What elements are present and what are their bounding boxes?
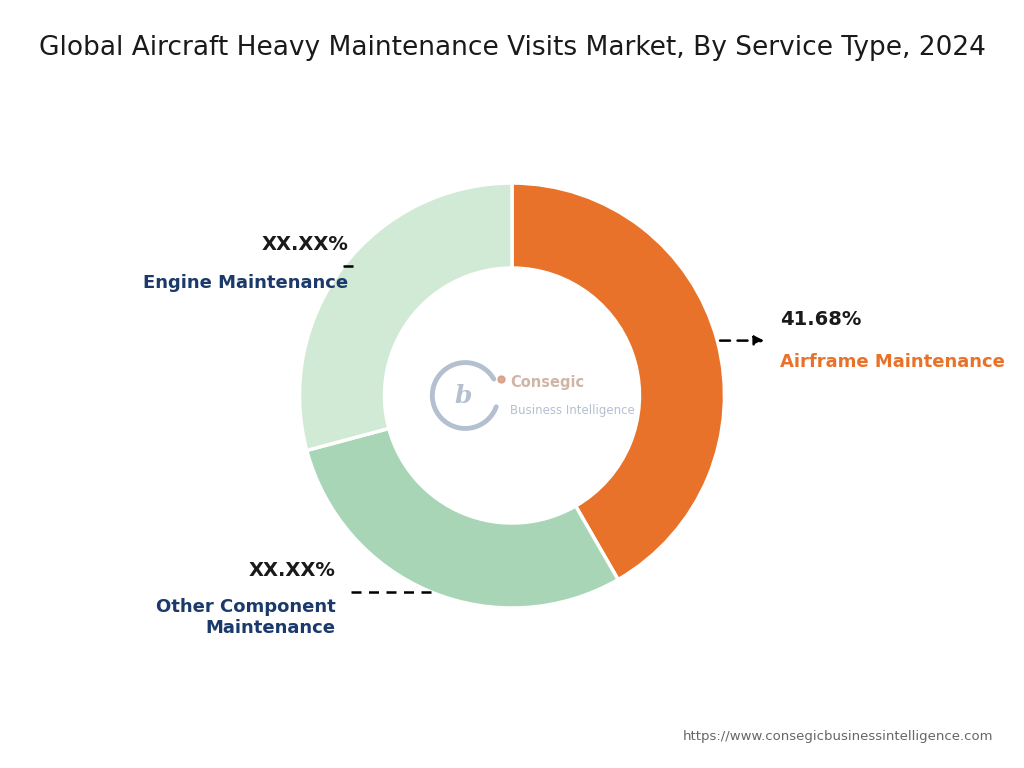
Wedge shape <box>512 183 724 580</box>
Text: Consegic: Consegic <box>510 376 584 390</box>
Text: Business Intelligence: Business Intelligence <box>510 404 635 417</box>
Wedge shape <box>300 183 512 450</box>
Text: XX.XX%: XX.XX% <box>261 235 348 254</box>
Text: Engine Maintenance: Engine Maintenance <box>143 274 348 292</box>
Text: XX.XX%: XX.XX% <box>249 561 336 580</box>
Text: b: b <box>455 383 472 408</box>
Text: 41.68%: 41.68% <box>779 310 861 329</box>
Text: Other Component
Maintenance: Other Component Maintenance <box>156 598 336 637</box>
Text: https://www.consegicbusinessintelligence.com: https://www.consegicbusinessintelligence… <box>683 730 993 743</box>
Wedge shape <box>307 429 618 608</box>
Text: Global Aircraft Heavy Maintenance Visits Market, By Service Type, 2024: Global Aircraft Heavy Maintenance Visits… <box>39 35 985 61</box>
Text: Airframe Maintenance: Airframe Maintenance <box>779 353 1005 371</box>
